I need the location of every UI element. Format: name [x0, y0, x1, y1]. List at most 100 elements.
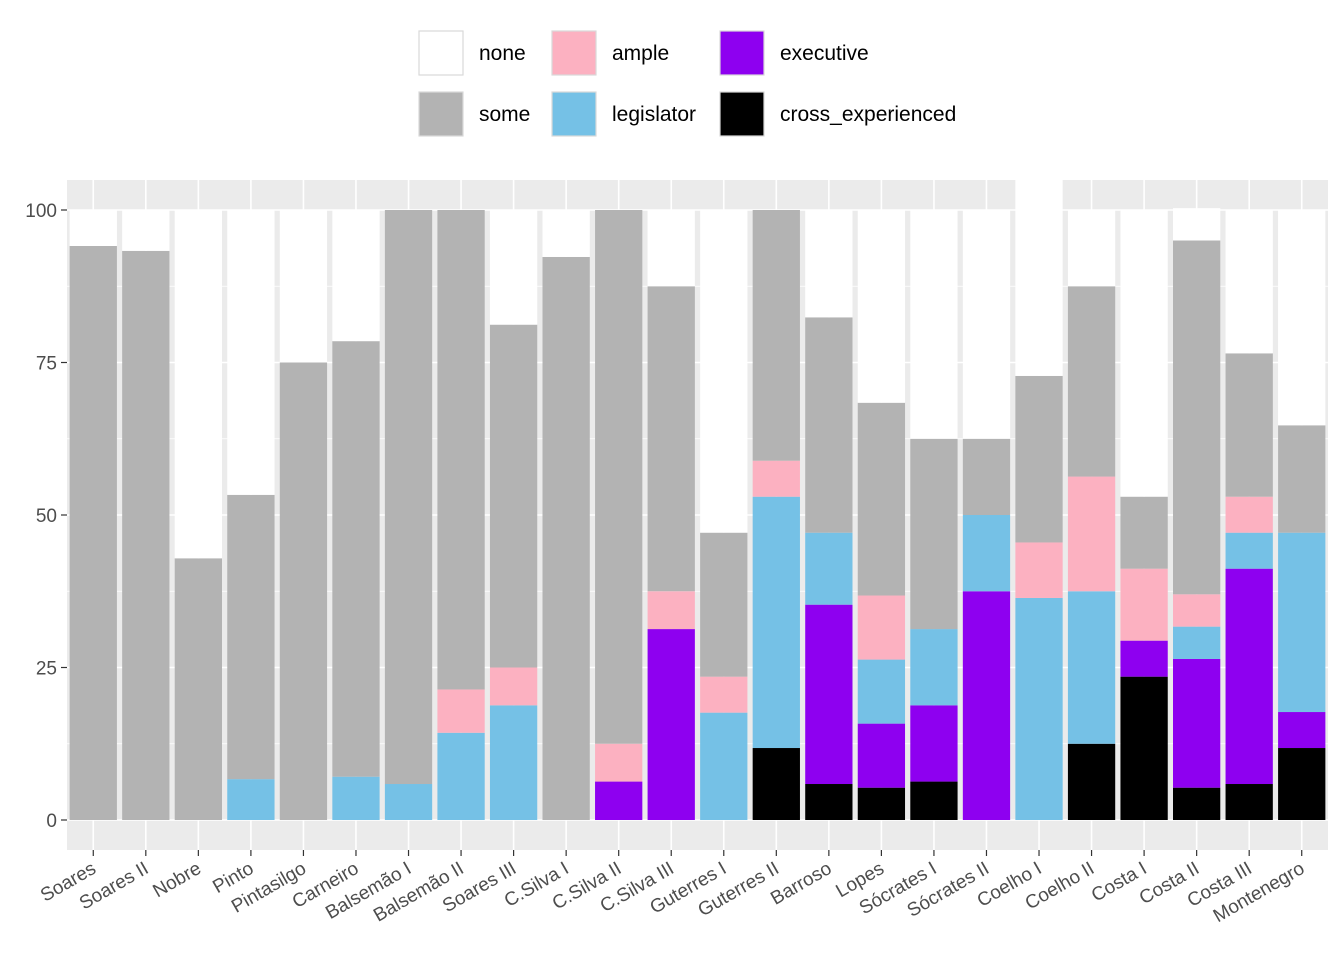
legend-label: some — [479, 103, 530, 126]
bar-segment-none — [647, 210, 695, 287]
bar-segment-executive — [962, 591, 1011, 820]
bar-segment-ample — [437, 689, 485, 733]
bar-segment-ample — [595, 743, 643, 782]
bar-segment-some — [805, 317, 853, 533]
bars — [69, 153, 1326, 821]
bar-segment-some — [1067, 286, 1116, 477]
bar-segment-ample — [752, 460, 800, 497]
legend-label: none — [479, 42, 526, 65]
bar-segment-some — [489, 324, 538, 668]
bar-segment-some — [910, 438, 958, 630]
bar-segment-none — [542, 210, 590, 257]
y-tick-label: 75 — [36, 354, 57, 375]
legend-item-executive: executive — [719, 30, 869, 76]
x-tick-label: Nobre — [150, 858, 205, 902]
bar-segment-some — [1225, 353, 1273, 497]
bar-segment-cross-experienced — [1120, 676, 1168, 820]
bar-segment-some — [1173, 240, 1221, 595]
bar-segment-none — [700, 210, 748, 533]
legend: none ample executive some legislator cross_ex… — [418, 30, 956, 137]
bar-segment-executive — [910, 705, 958, 782]
legend-swatch — [719, 30, 765, 76]
bar-segment-cross-experienced — [1067, 743, 1116, 820]
bar-segment-none — [1015, 153, 1063, 376]
bar-segment-none — [1120, 210, 1168, 497]
bar-segment-legislator — [857, 659, 906, 724]
bar-segment-ample — [700, 676, 748, 713]
legend-label: executive — [780, 42, 869, 65]
bar-segment-some — [647, 286, 695, 592]
y-tick-label: 100 — [25, 201, 57, 222]
bar-segment-some — [1015, 375, 1063, 543]
bar-segment-some — [1120, 496, 1168, 569]
bar-segment-ample — [647, 591, 695, 630]
legend-swatch — [719, 91, 765, 137]
bar-segment-some — [752, 210, 800, 461]
bar-segment-legislator — [332, 776, 380, 820]
bar-segment-none — [332, 210, 380, 342]
bar-segment-none — [857, 210, 906, 403]
bar-segment-legislator — [700, 712, 748, 820]
bar-segment-executive — [1173, 658, 1221, 788]
legend-item-none: none — [418, 30, 526, 76]
bar-segment-ample — [1173, 594, 1221, 627]
bar-segment-cross-experienced — [1225, 784, 1273, 820]
bar-segment-legislator — [227, 779, 275, 820]
bar-segment-executive — [595, 781, 643, 820]
bar-segment-legislator — [384, 784, 433, 820]
bar-segment-some — [122, 250, 170, 820]
bar-segment-some — [1278, 425, 1326, 533]
bar-segment-legislator — [910, 629, 958, 706]
bar-segment-cross-experienced — [1278, 748, 1326, 820]
bar-segment-executive — [1225, 568, 1273, 785]
bar-segment-ample — [857, 595, 906, 660]
bar-segment-executive — [647, 629, 695, 820]
bar-segment-some — [437, 210, 485, 690]
bar-segment-some — [700, 532, 748, 677]
bar-segment-legislator — [1173, 626, 1221, 659]
bar-segment-none — [1067, 210, 1116, 287]
y-tick-label: 25 — [36, 659, 57, 680]
bar-segment-none — [805, 210, 853, 318]
bar-segment-legislator — [489, 705, 538, 820]
bar-segment-cross-experienced — [805, 784, 853, 820]
bar-segment-some — [69, 245, 117, 821]
legend-swatch — [418, 91, 464, 137]
bar-segment-cross-experienced — [857, 787, 906, 820]
legend-item-cross-experienced: cross_experienced — [719, 91, 956, 137]
bar-segment-legislator — [1278, 532, 1326, 713]
bar-segment-cross-experienced — [910, 781, 958, 820]
legend-swatch — [551, 91, 597, 137]
bar-segment-some — [174, 558, 222, 820]
bar-segment-ample — [1067, 476, 1116, 592]
bar-segment-some — [542, 256, 590, 821]
bar-segment-none — [174, 210, 222, 559]
bar-segment-executive — [1278, 712, 1326, 749]
legend-label: cross_experienced — [780, 103, 956, 126]
bar-segment-some — [332, 341, 380, 777]
bar-segment-legislator — [1067, 591, 1116, 744]
bar-segment-legislator — [1015, 597, 1063, 820]
bar-segment-cross-experienced — [752, 748, 800, 820]
bar-segment-none — [910, 210, 958, 439]
bar-segment-none — [69, 210, 117, 246]
legend-item-legislator: legislator — [551, 91, 696, 137]
bar-segment-ample — [489, 667, 538, 706]
bar-segment-executive — [857, 723, 906, 788]
legend-swatch — [551, 30, 597, 76]
legend-item-some: some — [418, 91, 530, 137]
bar-segment-none — [279, 210, 328, 363]
bar-segment-ample — [1120, 568, 1168, 641]
bar-segment-executive — [1120, 640, 1168, 677]
y-tick-label: 0 — [46, 811, 57, 832]
legend-label: ample — [612, 42, 669, 65]
bar-segment-legislator — [752, 496, 800, 749]
x-tick-label: Barroso — [767, 858, 835, 909]
bar-segment-none — [1173, 208, 1221, 241]
y-axis: 0 25 50 75 100 — [25, 201, 67, 832]
bar-segment-none — [122, 210, 170, 251]
bar-segment-executive — [805, 604, 853, 785]
bar-segment-some — [384, 210, 433, 785]
bar-segment-none — [1278, 210, 1326, 426]
